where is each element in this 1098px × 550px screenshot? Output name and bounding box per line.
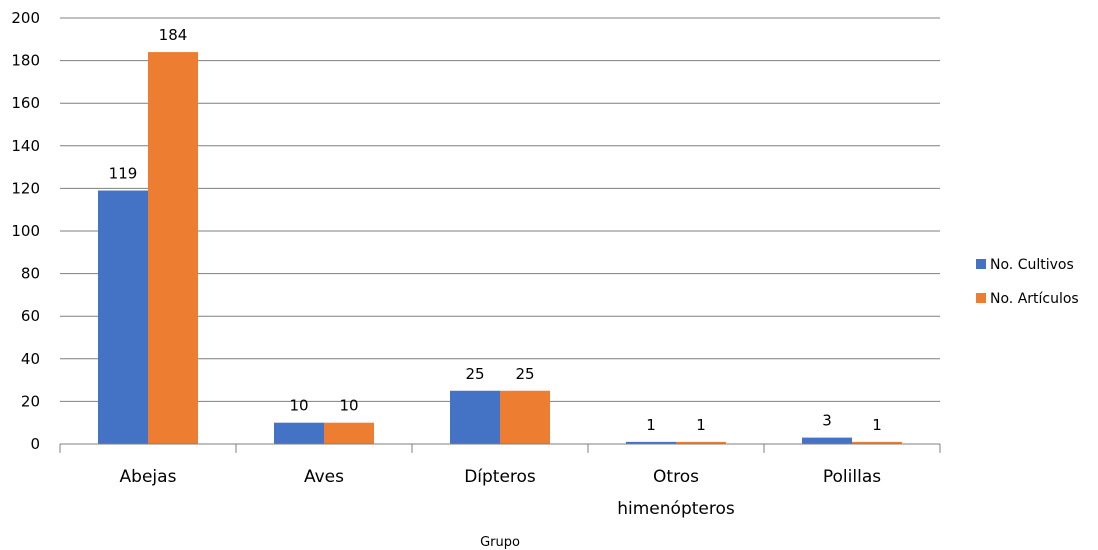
data-label: 119 <box>109 165 138 183</box>
y-axis-ticks: 0 20 40 60 80 100 120 140 160 180 200 <box>11 9 40 453</box>
bar <box>852 441 902 444</box>
data-label: 3 <box>822 412 832 430</box>
category-label: himenópteros <box>617 499 735 519</box>
legend-swatch <box>976 259 986 269</box>
data-label: 1 <box>696 416 706 434</box>
bar <box>324 422 374 444</box>
category-label: Aves <box>304 467 344 487</box>
data-label: 1 <box>646 416 656 434</box>
bar <box>500 390 550 444</box>
y-tick-label: 80 <box>21 265 40 283</box>
x-axis-title: Grupo <box>480 535 520 550</box>
legend-label: No. Cultivos <box>990 257 1074 273</box>
bars <box>98 52 902 445</box>
data-label: 184 <box>159 26 188 44</box>
y-tick-label: 200 <box>11 9 40 27</box>
y-tick-label: 120 <box>11 179 40 197</box>
bar <box>274 422 324 444</box>
category-label: Abejas <box>120 467 177 487</box>
y-tick-label: 140 <box>11 137 40 155</box>
y-tick-label: 180 <box>11 52 40 70</box>
category-label: Otros <box>653 467 699 487</box>
legend: No. Cultivos No. Artículos <box>976 257 1079 307</box>
y-tick-label: 20 <box>21 392 40 410</box>
data-label: 25 <box>465 365 484 383</box>
bar <box>802 437 852 444</box>
legend-swatch <box>976 293 986 303</box>
data-label: 25 <box>515 365 534 383</box>
bar <box>148 52 198 445</box>
bar <box>626 441 676 444</box>
legend-label: No. Artículos <box>990 291 1079 307</box>
data-label: 10 <box>339 397 358 415</box>
bar <box>450 390 500 444</box>
x-axis <box>59 443 941 453</box>
y-tick-label: 100 <box>11 222 40 240</box>
category-labels: Abejas Aves Dípteros Otros himenópteros Polil… <box>120 467 882 519</box>
data-labels: 119 184 10 10 25 25 1 1 3 1 <box>109 26 882 434</box>
y-tick-label: 0 <box>30 435 40 453</box>
data-label: 1 <box>872 416 882 434</box>
bar <box>98 190 148 444</box>
category-label: Polillas <box>823 467 881 487</box>
y-tick-label: 40 <box>21 350 40 368</box>
y-tick-label: 160 <box>11 94 40 112</box>
data-label: 10 <box>289 397 308 415</box>
y-tick-label: 60 <box>21 307 40 325</box>
gridlines <box>60 17 940 402</box>
bar <box>676 441 726 444</box>
category-label: Dípteros <box>464 467 536 487</box>
